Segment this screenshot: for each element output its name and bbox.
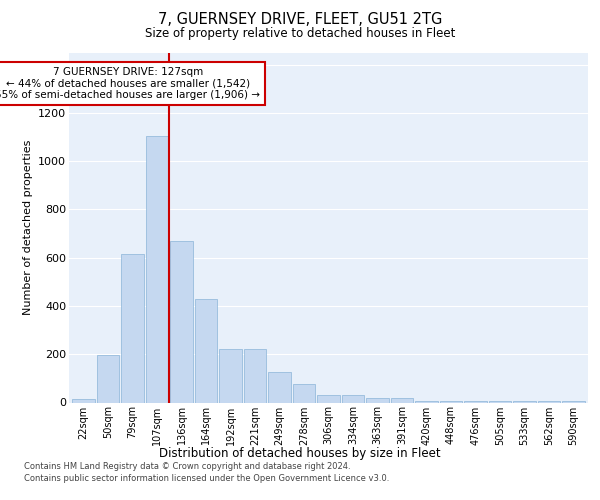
Bar: [391, 398, 413, 402]
Text: 7, GUERNSEY DRIVE, FLEET, GU51 2TG: 7, GUERNSEY DRIVE, FLEET, GU51 2TG: [158, 12, 442, 28]
Bar: [195, 298, 217, 403]
Bar: [73, 399, 95, 402]
Bar: [317, 396, 340, 402]
Text: Distribution of detached houses by size in Fleet: Distribution of detached houses by size …: [159, 448, 441, 460]
Bar: [170, 241, 193, 402]
Bar: [342, 396, 364, 402]
Bar: [121, 254, 144, 402]
Text: 7 GUERNSEY DRIVE: 127sqm
← 44% of detached houses are smaller (1,542)
55% of sem: 7 GUERNSEY DRIVE: 127sqm ← 44% of detach…: [0, 67, 260, 100]
Text: Contains public sector information licensed under the Open Government Licence v3: Contains public sector information licen…: [24, 474, 389, 483]
Bar: [366, 398, 389, 402]
Bar: [244, 350, 266, 403]
Text: Size of property relative to detached houses in Fleet: Size of property relative to detached ho…: [145, 28, 455, 40]
Bar: [268, 372, 291, 402]
Bar: [146, 136, 169, 402]
Y-axis label: Number of detached properties: Number of detached properties: [23, 140, 32, 315]
Bar: [293, 384, 315, 402]
Bar: [220, 350, 242, 403]
Text: Contains HM Land Registry data © Crown copyright and database right 2024.: Contains HM Land Registry data © Crown c…: [24, 462, 350, 471]
Bar: [97, 356, 119, 403]
